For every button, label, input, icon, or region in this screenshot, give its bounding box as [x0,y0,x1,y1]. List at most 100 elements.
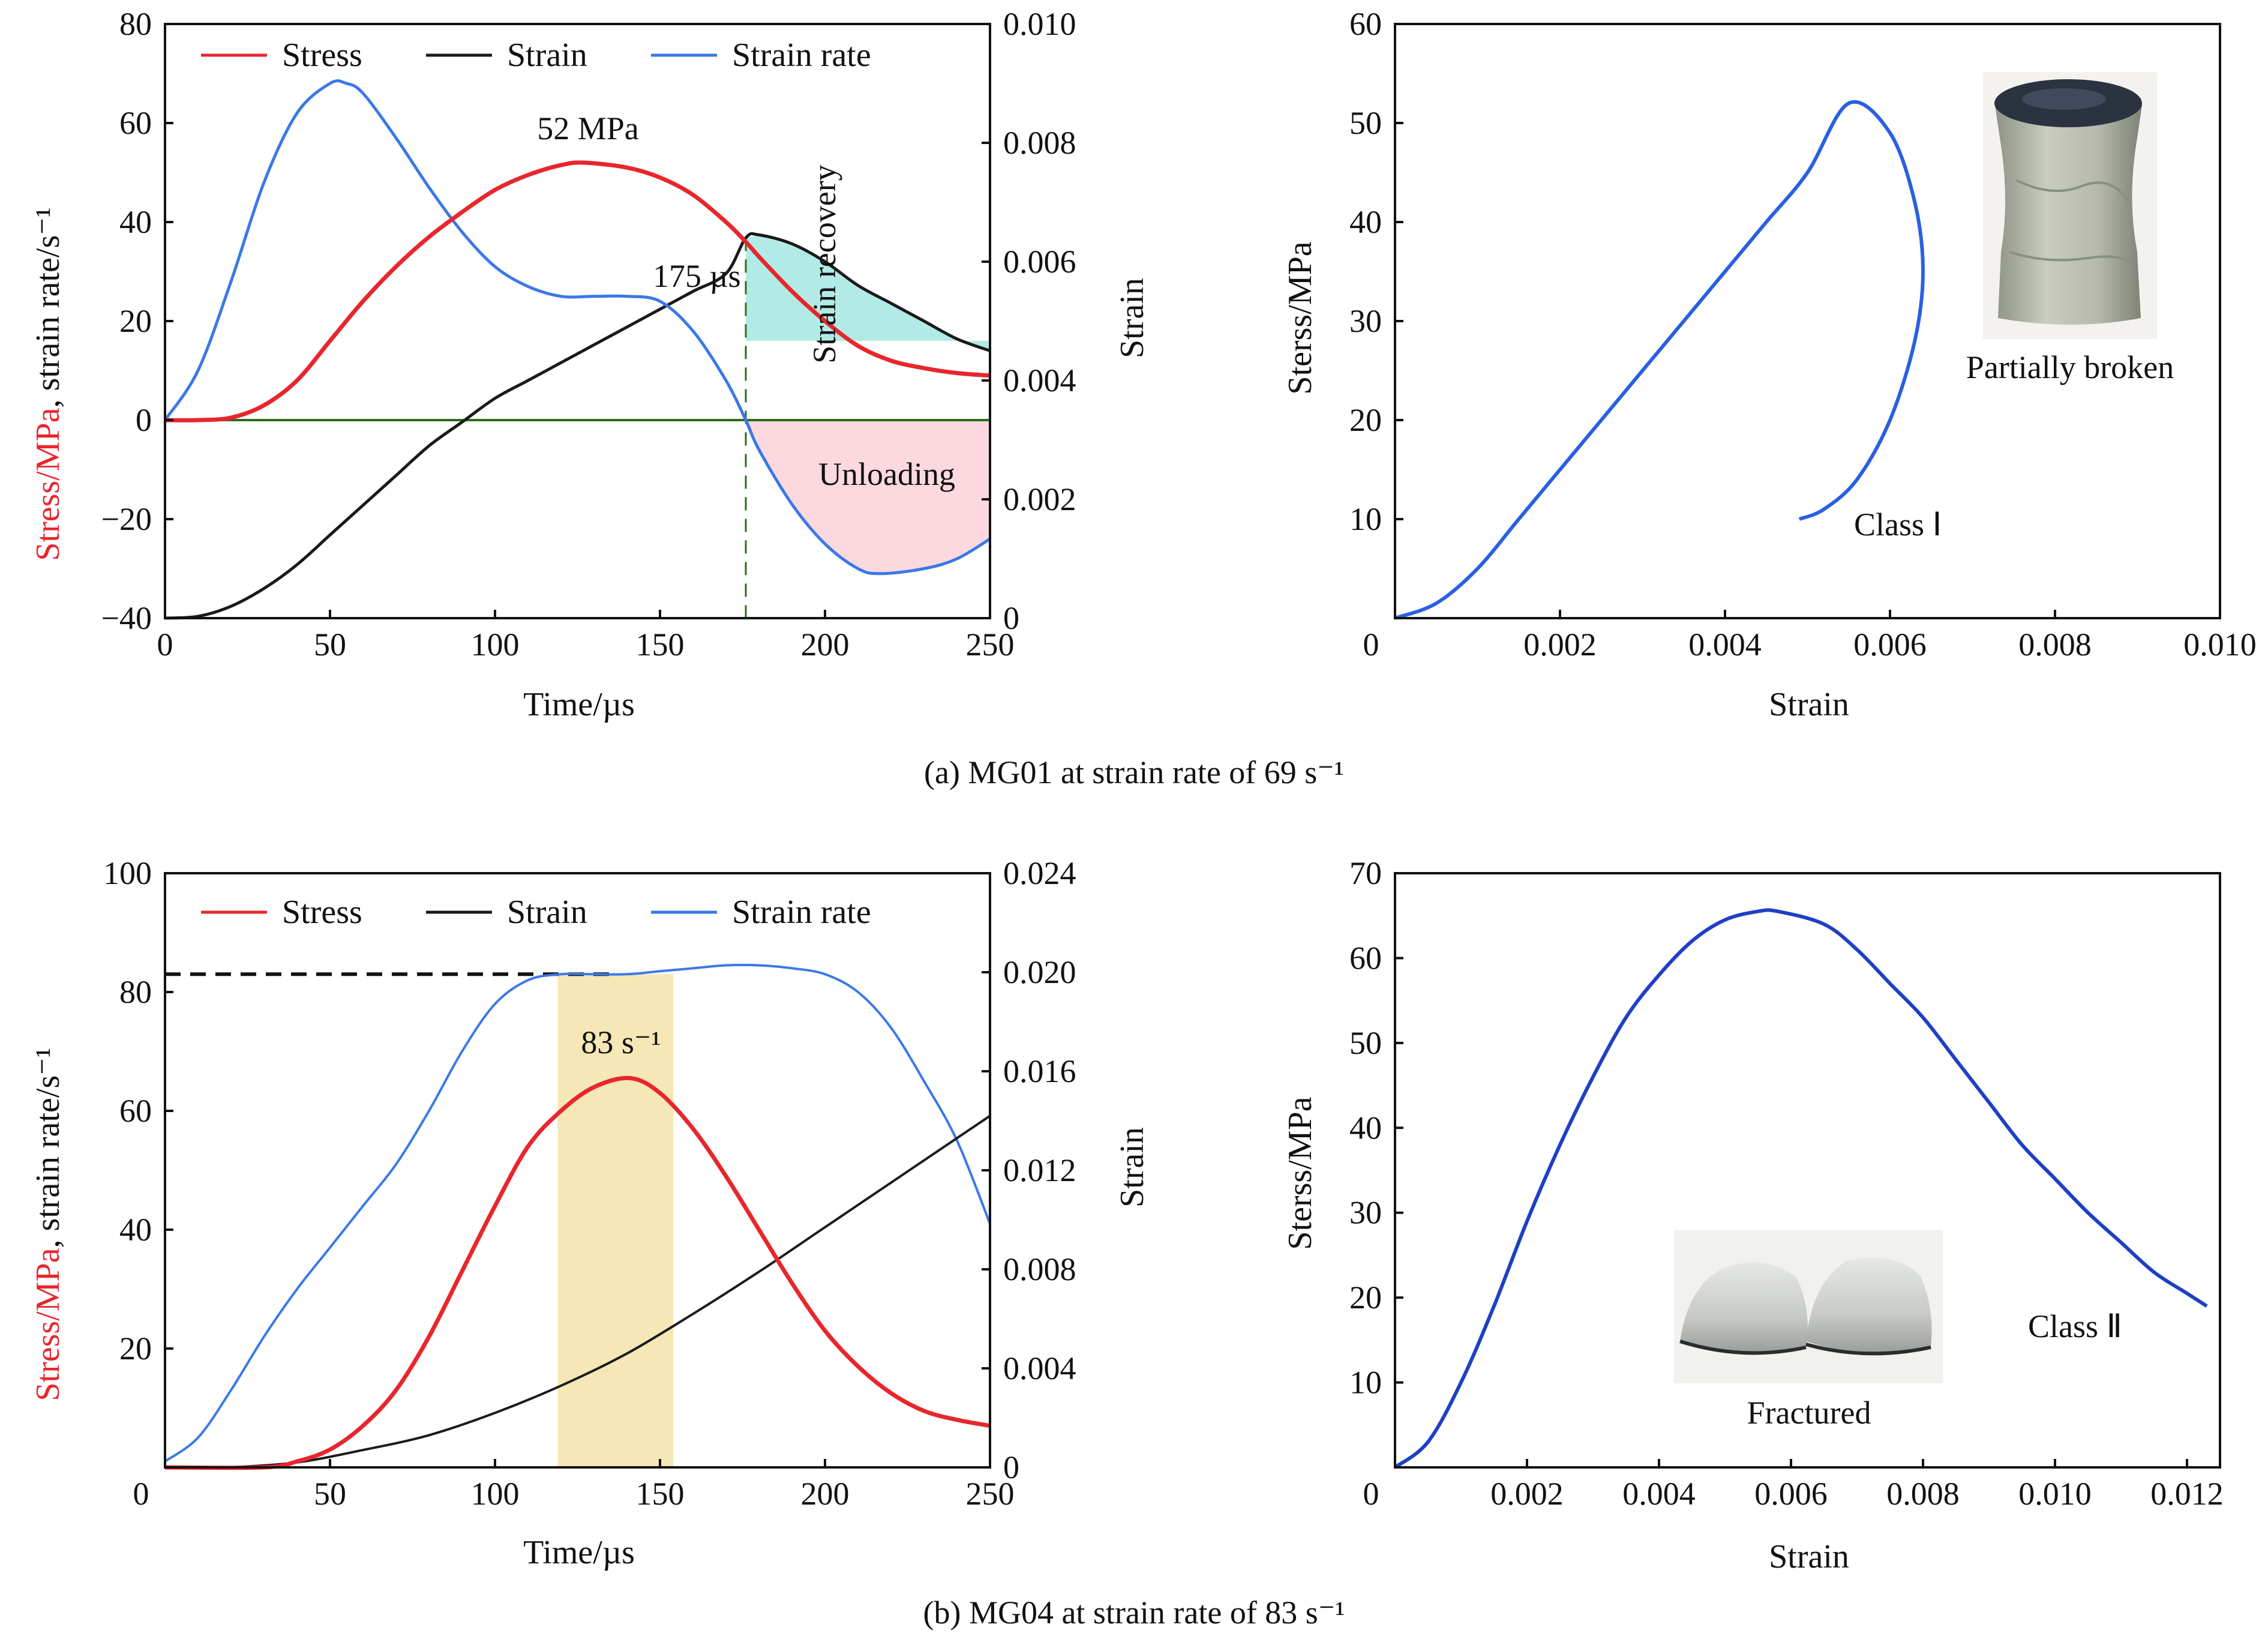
strain-rate-plateau-band [557,974,673,1467]
annotation-peak-stress: 52 MPa [537,110,639,146]
annotation-175us: 175 µs [653,258,741,294]
y2-tick-label: 0.024 [1003,855,1076,891]
x-tick-label: 0.002 [1523,627,1597,663]
series-group [1394,908,2208,1469]
y-tick-label: 10 [1349,1365,1382,1401]
series-strain [230,1114,991,1469]
legend-label-strain-rate: Strain rate [732,37,871,74]
y-axis-title: Stress/MPa, strain rate/s⁻¹ [29,207,67,561]
plot-frame [1394,872,2221,1469]
photo-fragment-base [1679,1340,1931,1356]
y-tick-label: 60 [1349,940,1382,976]
y-axis-title: Sterss/MPa [1282,1096,1319,1250]
x-tick-label: 0.004 [1622,1476,1696,1512]
y2-tick-label: 0.004 [1003,1350,1076,1386]
series-stress [164,160,991,423]
photo-crack [2009,179,2134,271]
y-tick-label: 50 [1349,105,1382,141]
x-tick-label: 250 [966,627,1015,663]
chart-b-left: 0 50 100 150 200 250 20 40 60 80 100 0 0.004 0.008 0.0… [29,855,1151,1571]
y-tick-label: 0 [136,402,152,438]
x-tick-label: 150 [636,627,685,663]
photo-label-partially-broken: Partially broken [1966,349,2174,385]
annotation-83-per-s: 83 s⁻¹ [581,1024,661,1060]
series-strain-rate [164,963,991,1463]
annotation-unloading: Unloading [818,456,955,492]
x-tick-label: 0.006 [1754,1476,1828,1512]
y-axis-title-rate: , strain rate/s⁻¹ [29,207,67,407]
series-group [1394,100,1925,620]
y-tick-label: 40 [1349,1110,1382,1146]
x-tick-label: 50 [314,1476,346,1512]
x-tick-label: 0 [1363,627,1379,663]
axis-ticks: 0 0.002 0.004 0.006 0.008 0.010 10 20 30 40 50 60 [1349,6,2257,663]
series-stress-strain [1394,908,2208,1469]
y2-tick-label: 0 [1003,1449,1019,1485]
y2-axis-title: Strain [1114,278,1151,358]
x-axis-title: Time/µs [523,686,635,723]
y-axis-title: Stress/MPa, strain rate/s⁻¹ [29,1047,67,1401]
x-tick-label: 250 [966,1476,1015,1512]
y-tick-label: 80 [119,974,152,1010]
annotation-strain-recovery: Strain recovery [806,164,842,363]
legend-label-strain: Strain [507,37,587,74]
axis-ticks: 0 50 100 150 200 250 20 40 60 80 100 0 0.004 0.008 0.0… [103,855,1076,1512]
axis-ticks: 0 0.002 0.004 0.006 0.008 0.010 0.012 10 20 30 40 5… [1349,855,2224,1512]
x-tick-label: 100 [471,627,520,663]
y-axis-title-stress: Stress/MPa [29,1248,67,1401]
y-tick-label: 20 [119,303,152,339]
x-tick-label: 100 [471,1476,520,1512]
x-tick-label: 50 [314,627,346,663]
annotation-class-2: Class Ⅱ [2028,1308,2122,1344]
x-tick-label: 0.012 [2150,1476,2224,1512]
chart-a-left: 0 50 100 150 200 250 −40 −20 0 20 40 60 80 0 0.002 0.00… [29,6,1151,723]
axis-ticks: 0 50 100 150 200 250 −40 −20 0 20 40 60 80 0 0.002 0.00… [101,6,1076,663]
legend-label-strain-rate: Strain rate [732,894,871,931]
y-tick-label: 60 [119,1093,152,1129]
y-tick-label: 20 [1349,402,1382,438]
x-tick-label: 150 [636,1476,685,1512]
series-strain-rate [163,79,991,576]
y2-tick-label: 0.016 [1003,1053,1076,1089]
y2-axis-title: Strain [1114,1127,1151,1207]
y-tick-label: −20 [101,501,152,537]
y2-tick-label: 0.004 [1003,362,1076,398]
x-tick-label: 0.008 [1886,1476,1960,1512]
x-axis-title: Time/µs [523,1534,635,1571]
x-axis-title: Strain [1769,1538,1849,1575]
y-tick-label: 40 [1349,204,1382,240]
y2-tick-label: 0.010 [1003,6,1076,42]
y-tick-label: 40 [119,1212,152,1248]
y2-tick-label: 0.008 [1003,125,1076,161]
annotation-class-1: Class Ⅰ [1854,507,1942,543]
y-tick-label: 100 [103,855,152,891]
series-stress-strain [1394,100,1925,620]
y-tick-label: 80 [119,6,152,42]
x-axis-title: Strain [1769,686,1849,723]
y-tick-label: 30 [1349,303,1382,339]
series-group [164,963,991,1470]
y2-tick-label: 0.006 [1003,244,1076,280]
caption-b: (b) MG04 at strain rate of 83 s⁻¹ [923,1595,1345,1631]
x-tick-label: 0 [157,627,173,663]
y-tick-label: 40 [119,204,152,240]
x-tick-label: 0.004 [1688,627,1762,663]
photo-fragment-left [1680,1262,1808,1353]
photo-sample-body [1995,105,2142,325]
y2-tick-label: 0.012 [1003,1152,1076,1188]
legend: Stress Strain Strain rate [201,37,871,74]
x-tick-label: 0 [1363,1476,1379,1512]
x-tick-label: 200 [801,627,850,663]
photo-sample-top-speckle [2022,88,2106,110]
y2-tick-label: 0.020 [1003,954,1076,990]
y2-tick-label: 0.002 [1003,481,1076,517]
x-tick-label: 0.006 [1853,627,1927,663]
x-tick-label: 0.008 [2018,627,2092,663]
y2-tick-label: 0 [1003,600,1019,636]
photo-fractured [1674,1230,1943,1383]
y-tick-label: 10 [1349,501,1382,537]
y-tick-label: 60 [119,105,152,141]
unloading-region [746,420,990,574]
legend-label-stress: Stress [282,37,362,74]
